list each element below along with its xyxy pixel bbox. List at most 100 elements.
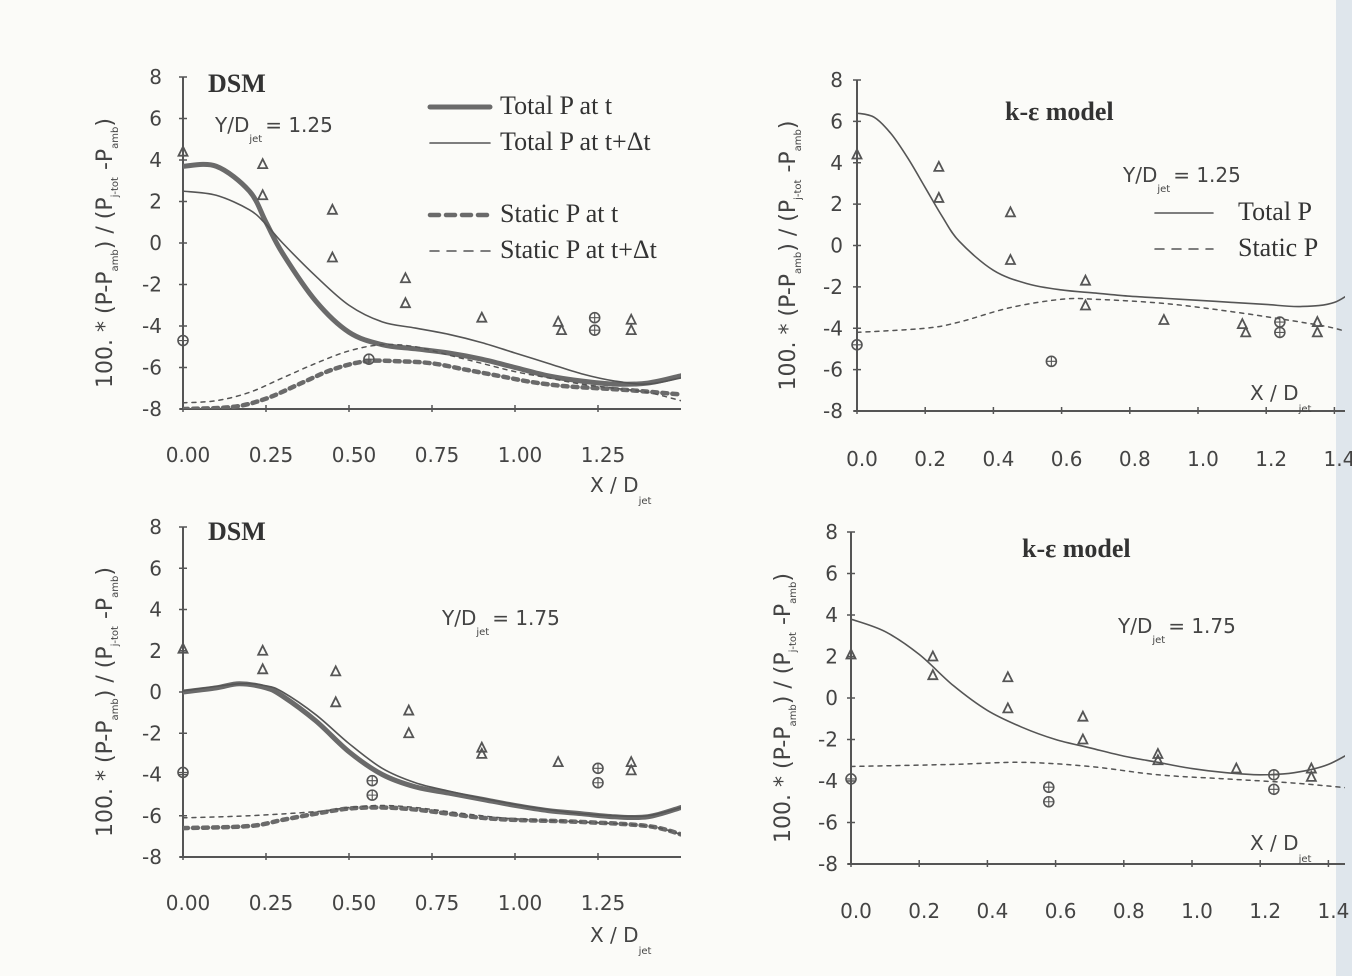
- x-tick-label: 0.75: [415, 443, 460, 467]
- series-line-thick-dashed: [183, 805, 681, 837]
- x-axis-label-sub: jet: [1298, 854, 1312, 865]
- y-tick-label: -2: [818, 728, 838, 752]
- series-line-total-p-at-t-t: [183, 190, 681, 385]
- x-tick-label: 0.0: [846, 447, 878, 471]
- x-tick-label: 0.4: [982, 447, 1014, 471]
- y-tick-label: -6: [142, 356, 162, 380]
- y-axis-label-part: 100. * (P-P: [93, 271, 118, 388]
- y-tick-label: 8: [149, 515, 162, 539]
- marker-cross: [593, 777, 603, 788]
- annotation-sub: jet: [1156, 184, 1170, 195]
- triangle-marker: [926, 668, 939, 681]
- x-tick-label: 1.0: [1181, 899, 1213, 923]
- series-line-thin-solid: [183, 682, 681, 818]
- x-tick-label: 0.2: [914, 447, 946, 471]
- x-axis-label-sub: jet: [1298, 404, 1312, 415]
- y-tick-label: 6: [825, 562, 838, 586]
- x-tick-label: 0.25: [249, 443, 294, 467]
- y-axis-label-part: j-tot: [110, 177, 121, 198]
- triangle-marker: [1001, 701, 1014, 714]
- y-axis-label-part: ): [771, 573, 796, 582]
- series-line-thin-solid: [851, 618, 1345, 776]
- y-axis-label-part: ) / (P: [93, 646, 118, 698]
- x-axis-label-sub: jet: [638, 946, 652, 957]
- annotation-value: = 1.75: [1168, 614, 1236, 638]
- x-tick-label: 1.2: [1255, 447, 1287, 471]
- legend-label: Static P: [1238, 233, 1318, 262]
- triangle-marker: [552, 755, 565, 768]
- triangle-marker: [845, 647, 857, 660]
- legend-label: Total P: [1238, 197, 1312, 226]
- legend-label: Total P at t: [500, 91, 613, 120]
- circle-cross-marker: [1274, 316, 1286, 328]
- y-axis-label-part: amb: [793, 252, 804, 274]
- circle-cross-marker: [592, 776, 604, 789]
- y-axis-label-part: ): [93, 567, 118, 576]
- legend-label: Total P at t+Δt: [500, 127, 651, 156]
- y-tick-label: 0: [149, 231, 162, 255]
- triangle-marker: [926, 649, 939, 662]
- y-position-annotation: Y/Djet= 1.75: [1117, 614, 1236, 646]
- marker-cross: [846, 773, 856, 784]
- y-axis-label: 100. * (P-Pamb) / (Pj-tot -Pamb): [93, 567, 121, 837]
- triangle-marker: [256, 157, 269, 170]
- triangle-marker: [625, 323, 638, 336]
- x-tick-label: 0.8: [1119, 447, 1151, 471]
- triangle-marker: [1076, 732, 1089, 745]
- y-position-annotation: Y/Djet= 1.25: [1122, 163, 1241, 195]
- marker-cross: [1274, 327, 1285, 338]
- y-axis-label-part: -P: [776, 151, 801, 179]
- circle-cross-marker: [592, 762, 604, 775]
- y-tick-label: 2: [830, 192, 843, 216]
- y-axis-label: 100. * (P-Pamb) / (Pj-tot -Pamb): [93, 118, 121, 388]
- y-axis-label-part: ): [776, 121, 801, 130]
- y-tick-label: -6: [823, 358, 843, 382]
- x-tick-label: 0.2: [908, 899, 940, 923]
- circle-cross-marker: [1042, 781, 1055, 794]
- series-line-static-p-at-t: [183, 358, 681, 409]
- annotation-sub: jet: [1151, 635, 1165, 646]
- marker-cross: [367, 775, 378, 786]
- y-tick-label: -4: [142, 763, 162, 787]
- circle-cross-marker: [177, 766, 189, 779]
- y-axis-label-part: ): [93, 118, 118, 127]
- x-tick-label: 0.25: [249, 891, 294, 915]
- x-tick-label: 0.6: [1045, 899, 1077, 923]
- y-axis-label-part: j-tot: [793, 179, 804, 200]
- annotation-sub: jet: [475, 627, 489, 638]
- x-tick-label: 0.00: [166, 443, 211, 467]
- x-tick-label: 0.8: [1113, 899, 1145, 923]
- marker-cross: [178, 767, 188, 778]
- series-line-static-p-at-t-t: [183, 343, 681, 404]
- y-tick-label: -4: [142, 314, 162, 338]
- series-line-total-p-at-t: [183, 161, 681, 387]
- y-axis-label-part: -P: [93, 598, 118, 626]
- y-tick-label: -4: [818, 769, 838, 793]
- y-tick-label: 2: [149, 639, 162, 663]
- y-tick-label: 6: [149, 107, 162, 131]
- marker-cross: [1268, 769, 1279, 780]
- triangle-marker: [1157, 312, 1170, 325]
- y-tick-label: -6: [142, 804, 162, 828]
- x-axis-label: X / Djet: [590, 923, 651, 957]
- y-tick-label: 8: [149, 65, 162, 89]
- marker-cross: [1268, 784, 1279, 795]
- triangle-marker: [1151, 747, 1164, 759]
- triangle-marker: [326, 202, 339, 215]
- triangle-marker: [475, 310, 488, 323]
- y-tick-label: -8: [142, 845, 162, 869]
- y-tick-label: 4: [149, 148, 162, 172]
- circle-cross-marker: [1042, 795, 1055, 808]
- y-axis-label-part: 100. * (P-P: [771, 726, 796, 843]
- triangle-marker: [329, 664, 342, 677]
- y-tick-label: 2: [825, 645, 838, 669]
- triangle-marker: [256, 662, 269, 675]
- annotation-value: = 1.75: [492, 606, 560, 630]
- marker-cross: [1046, 356, 1057, 367]
- y-tick-label: -2: [142, 273, 162, 297]
- y-tick-label: 8: [825, 520, 838, 544]
- legend-item: Total P at t+Δt: [429, 127, 651, 156]
- x-tick-label: 0.6: [1051, 447, 1083, 471]
- x-axis-label-main: X / D: [1250, 381, 1299, 405]
- y-tick-label: -2: [142, 721, 162, 745]
